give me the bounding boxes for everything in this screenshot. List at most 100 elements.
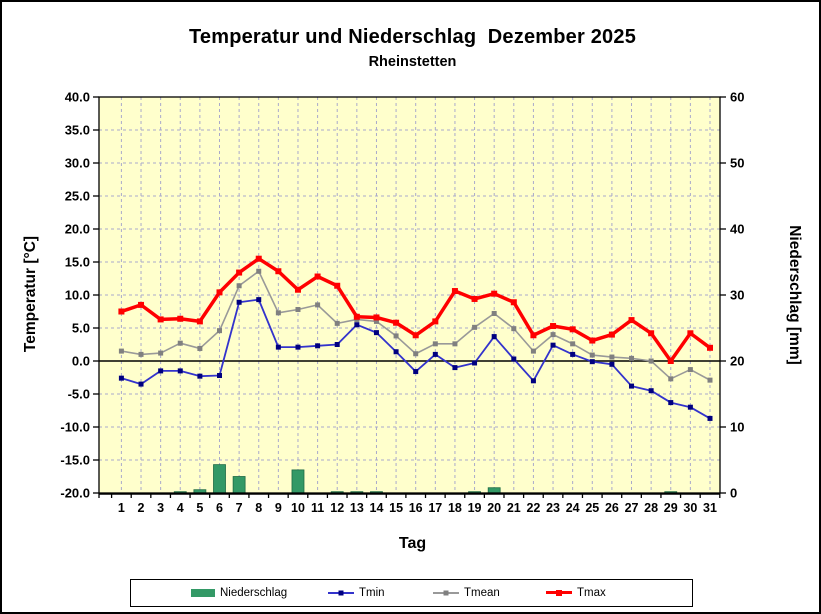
page-title: Temperatur und Niederschlag Dezember 202… — [188, 26, 637, 48]
x-tick-label: 29 — [664, 501, 678, 515]
bar-niederschlag — [487, 487, 501, 494]
marker-tmean — [530, 348, 536, 354]
y-left-tick-label: 25.0 — [65, 189, 90, 204]
y-right-tick-label: 30 — [730, 288, 744, 303]
chart-legend: Niederschlag Tmin Tmean Tmax — [130, 579, 693, 607]
marker-tmax — [608, 331, 615, 338]
x-tick-label: 20 — [487, 501, 501, 515]
legend-label: Tmax — [577, 586, 606, 599]
y-right-tick-label: 50 — [730, 156, 744, 171]
marker-tmin — [373, 330, 379, 336]
x-tick-label: 6 — [216, 501, 223, 515]
marker-tmin — [334, 342, 340, 347]
marker-tmax — [451, 288, 458, 295]
x-axis-title: Tag — [398, 535, 427, 552]
marker-tmean — [158, 350, 164, 356]
marker-tmin — [295, 344, 301, 350]
y-left-tick-label: -10.0 — [60, 420, 90, 435]
marker-tmin — [668, 400, 674, 406]
x-tick-label: 31 — [703, 501, 717, 515]
marker-tmean — [687, 367, 693, 373]
y-left-tick-label: 20.0 — [65, 222, 90, 237]
marker-tmin — [648, 388, 654, 394]
marker-tmean — [197, 345, 203, 351]
marker-tmax — [157, 316, 164, 323]
marker-tmean — [550, 332, 556, 338]
x-tick-label: 19 — [468, 501, 482, 515]
legend-item-tmax: Tmax — [546, 580, 606, 605]
marker-tmin — [275, 344, 281, 350]
legend-item-niederschlag: Niederschlag — [191, 580, 287, 605]
marker-tmean — [472, 324, 478, 330]
x-tick-label: 18 — [448, 501, 462, 515]
marker-tmean — [452, 341, 458, 347]
marker-tmax — [550, 323, 557, 330]
marker-tmin — [629, 383, 635, 389]
y-left-tick-label: 30.0 — [65, 156, 90, 171]
legend-item-tmin: Tmin — [328, 580, 385, 605]
marker-tmean — [393, 333, 399, 339]
x-tick-label: 30 — [683, 501, 697, 515]
x-tick-label: 7 — [236, 501, 243, 515]
marker-tmin — [315, 343, 321, 349]
marker-tmin — [452, 365, 458, 371]
chart-subtitle: Rheinstetten — [368, 54, 457, 70]
marker-tmax — [412, 332, 419, 339]
marker-tmin — [570, 351, 576, 357]
marker-tmin — [609, 361, 615, 367]
x-tick-label: 10 — [291, 501, 305, 515]
y-left-tick-label: 40.0 — [65, 90, 90, 105]
bar-niederschlag — [213, 464, 226, 494]
y-left-tick-label: -20.0 — [60, 486, 90, 501]
x-tick-label: 16 — [409, 501, 423, 515]
marker-tmean — [236, 283, 242, 289]
y-left-tick-label: -5.0 — [68, 387, 90, 402]
y-left-tick-label: 15.0 — [65, 255, 90, 270]
x-tick-label: 8 — [255, 501, 262, 515]
marker-tmean — [138, 351, 144, 357]
marker-tmean — [334, 320, 340, 326]
x-tick-label: 17 — [428, 501, 442, 515]
marker-tmean — [707, 377, 713, 383]
marker-tmin — [707, 415, 713, 421]
marker-tmean — [668, 376, 674, 382]
marker-tmin — [256, 297, 262, 303]
niederschlag-bar-swatch-icon — [191, 588, 215, 597]
marker-tmin — [491, 334, 497, 340]
legend-label: Niederschlag — [220, 586, 288, 599]
marker-tmax — [393, 319, 400, 326]
marker-tmax — [687, 330, 694, 337]
tmin-line-swatch-icon — [328, 588, 354, 597]
marker-tmax — [275, 268, 282, 275]
marker-tmax — [138, 301, 145, 308]
marker-tmin — [511, 356, 517, 362]
marker-tmax — [373, 314, 380, 321]
y-left-tick-label: 5.0 — [72, 321, 90, 336]
tmean-line-swatch-icon — [433, 588, 459, 597]
marker-tmin — [530, 378, 536, 384]
y-right-tick-label: 60 — [730, 90, 744, 105]
marker-tmax — [236, 269, 243, 276]
marker-tmin — [138, 381, 144, 387]
x-tick-label: 27 — [625, 501, 639, 515]
bar-niederschlag — [291, 469, 305, 494]
marker-tmean — [609, 354, 615, 360]
legend-label: Tmean — [464, 586, 500, 599]
marker-tmean — [648, 358, 654, 364]
x-tick-label: 28 — [644, 501, 658, 515]
marker-tmean — [413, 351, 419, 357]
x-tick-label: 15 — [389, 501, 403, 515]
x-tick-label: 11 — [311, 501, 324, 515]
marker-tmin — [118, 375, 124, 381]
marker-tmax — [648, 330, 655, 337]
x-tick-label: 12 — [330, 501, 344, 515]
x-tick-label: 22 — [526, 501, 540, 515]
y-right-tick-label: 40 — [730, 222, 744, 237]
marker-tmax — [255, 255, 262, 262]
marker-tmax — [314, 273, 321, 280]
marker-tmin — [158, 368, 164, 374]
marker-tmean — [589, 352, 595, 358]
y-right-tick-label: 20 — [730, 354, 744, 369]
